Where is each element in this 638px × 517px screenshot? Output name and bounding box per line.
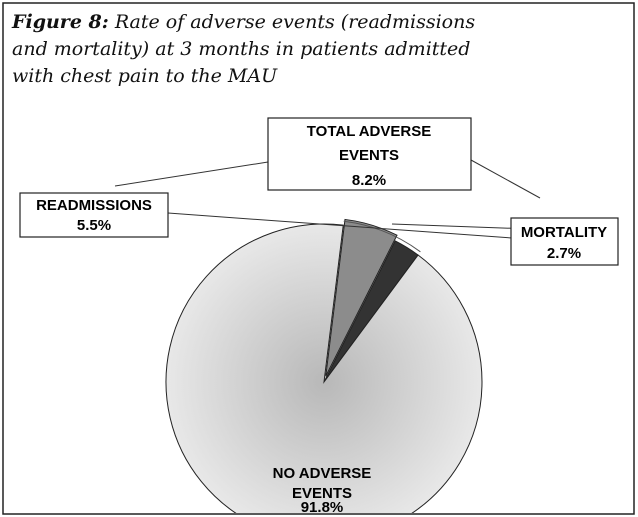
title-line: Rate of adverse events (readmissions bbox=[114, 11, 476, 33]
label-box bbox=[267, 117, 472, 191]
label-box bbox=[19, 192, 169, 238]
slice-label: MORTALITY bbox=[521, 224, 607, 241]
value-label: 91.8% bbox=[301, 499, 344, 516]
annotation-text: TOTAL ADVERSE bbox=[307, 123, 431, 140]
total-arc bbox=[343, 220, 421, 253]
pie-slice bbox=[165, 223, 483, 513]
annotation-value: 8.2% bbox=[352, 172, 386, 189]
leader-line bbox=[114, 161, 269, 187]
title-line: and mortality) at 3 months in patients a… bbox=[12, 38, 470, 60]
chart-title: Figure 8: Rate of adverse events (readmi… bbox=[11, 11, 475, 33]
figure-label: Figure 8: bbox=[11, 11, 109, 33]
value-label: 5.5% bbox=[77, 217, 111, 234]
slice-label: EVENTS bbox=[292, 485, 352, 502]
title-line: with chest pain to the MAU bbox=[12, 65, 278, 87]
value-label: 2.7% bbox=[547, 245, 581, 262]
slice-label: NO ADVERSE bbox=[273, 465, 372, 482]
labels: TOTAL ADVERSE EVENTS 8.2% READMISSIONS 5.5% M… bbox=[19, 117, 619, 516]
leader-line bbox=[167, 212, 513, 239]
slice-label: READMISSIONS bbox=[36, 197, 152, 214]
annotation-text: EVENTS bbox=[339, 147, 399, 164]
leader-line bbox=[470, 159, 541, 199]
pie-slice bbox=[325, 218, 398, 377]
pie bbox=[165, 218, 483, 513]
label-box bbox=[510, 217, 619, 266]
